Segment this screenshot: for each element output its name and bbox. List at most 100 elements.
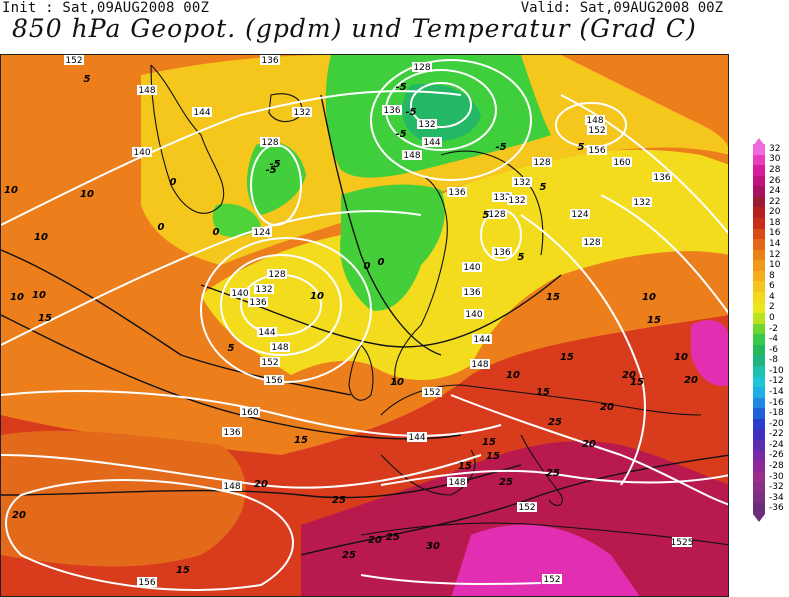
legend-swatch	[753, 461, 765, 473]
temperature-label: 25	[499, 477, 513, 488]
geopotential-contour	[520, 214, 646, 486]
legend-label: 8	[769, 270, 775, 281]
legend-swatch	[753, 408, 765, 420]
legend-label: 24	[769, 186, 781, 197]
contour-label-bg	[585, 115, 605, 125]
temperature-label: 25	[546, 468, 560, 479]
legend-swatch	[753, 260, 765, 272]
geopotential-labels: 1521481441401361321281241281321361401441…	[64, 55, 693, 588]
geopotential-label: 136	[261, 56, 278, 66]
geopotential-label: 140	[465, 310, 482, 320]
geopotential-label: 132	[493, 193, 510, 203]
legend-label: -20	[769, 418, 784, 429]
legend-label: -8	[769, 355, 778, 366]
temperature-label: -5	[395, 129, 406, 140]
geopotential-label: 136	[463, 288, 480, 298]
legend-swatch	[753, 292, 765, 304]
contour-label-bg	[422, 387, 442, 397]
geopotential-label: 144	[408, 433, 425, 443]
coastline-europe-main	[380, 384, 702, 416]
coastlines	[150, 64, 728, 546]
temperature-label: 15	[546, 292, 560, 303]
legend-swatch	[753, 196, 765, 208]
legend-label: -16	[769, 397, 784, 408]
temperature-label: 10	[4, 185, 18, 196]
temperature-label: 0	[378, 257, 385, 268]
contour-label-bg	[382, 105, 402, 115]
geopotential-label: 128	[583, 238, 600, 248]
low-contour	[220, 254, 342, 356]
temperature-label: -5	[265, 165, 276, 176]
temperature-label: 15	[630, 377, 644, 388]
geopotential-contour	[1, 454, 482, 489]
temperature-label: 0	[158, 222, 165, 233]
low-contour	[200, 237, 372, 383]
temperature-label: 15	[38, 313, 52, 324]
contour-label-bg	[492, 247, 512, 257]
temperature-label: 20	[12, 510, 26, 521]
legend-swatch	[753, 492, 765, 504]
contour-label-bg	[672, 537, 692, 547]
header: Init : Sat,09AUG2008 00Z Valid: Sat,09AU…	[0, 0, 789, 16]
temperature-label: 0	[213, 227, 220, 238]
contour-label-bg	[632, 197, 652, 207]
contour-label-bg	[292, 107, 312, 117]
contour-label-bg	[532, 157, 552, 167]
temperature-label: 0	[170, 177, 177, 188]
geopotential-label: 140	[463, 263, 480, 273]
legend-swatch	[753, 418, 765, 430]
geopotential-contours	[1, 59, 728, 592]
legend-swatch	[753, 450, 765, 462]
temperature-label: 5	[228, 343, 235, 354]
legend-swatch	[753, 302, 765, 314]
contour-label-bg	[270, 342, 290, 352]
temperature-field-magenta	[451, 524, 640, 596]
legend-swatch	[753, 281, 765, 293]
contour-label-bg	[447, 187, 467, 197]
contour-label-bg	[464, 309, 484, 319]
geopotential-label: 148	[403, 151, 420, 161]
geopotential-label: 156	[138, 578, 155, 588]
legend-label: 26	[769, 175, 781, 186]
geopotential-label: 132	[508, 196, 525, 206]
geopotential-label: 124	[571, 210, 588, 220]
legend-swatch	[753, 440, 765, 452]
legend-swatch	[753, 165, 765, 177]
legend-swatch	[753, 144, 765, 156]
contour-label-bg	[64, 55, 84, 65]
legend-label: -14	[769, 386, 784, 397]
temperature-label: 10	[310, 291, 324, 302]
contour-label-bg	[492, 192, 512, 202]
legend-swatch	[753, 323, 765, 335]
contour-label-bg	[132, 147, 152, 157]
temperature-label: 10	[80, 189, 94, 200]
legend-swatch	[753, 366, 765, 378]
legend-swatch	[753, 355, 765, 367]
geopotential-label: 136	[653, 173, 670, 183]
geopotential-label: 152	[65, 56, 82, 66]
temperature-field-cold-west2	[212, 203, 261, 237]
coastline-italy	[520, 434, 563, 506]
legend-swatch	[753, 429, 765, 441]
geopotential-label: 152	[588, 126, 605, 136]
temperature-label: 25	[332, 495, 346, 506]
temperature-label: 15	[482, 437, 496, 448]
temperature-label: -5	[495, 142, 506, 153]
legend-label: 4	[769, 291, 775, 302]
legend-swatch	[753, 482, 765, 494]
temperature-label: 20	[582, 439, 596, 450]
isotherm-10	[1, 249, 352, 396]
contour-label-bg	[222, 427, 242, 437]
low-contour	[410, 82, 472, 128]
legend-label: -2	[769, 323, 778, 334]
legend-swatch	[753, 154, 765, 166]
temperature-label: 15	[486, 451, 500, 462]
geopotential-label: 160	[241, 408, 258, 418]
legend-label: -18	[769, 408, 784, 419]
geopotential-contour	[380, 469, 728, 486]
temperature-label: 15	[176, 565, 190, 576]
geopotential-label: 144	[193, 108, 210, 118]
temperature-label: 25	[386, 532, 400, 543]
temperature-label: 5	[540, 182, 547, 193]
